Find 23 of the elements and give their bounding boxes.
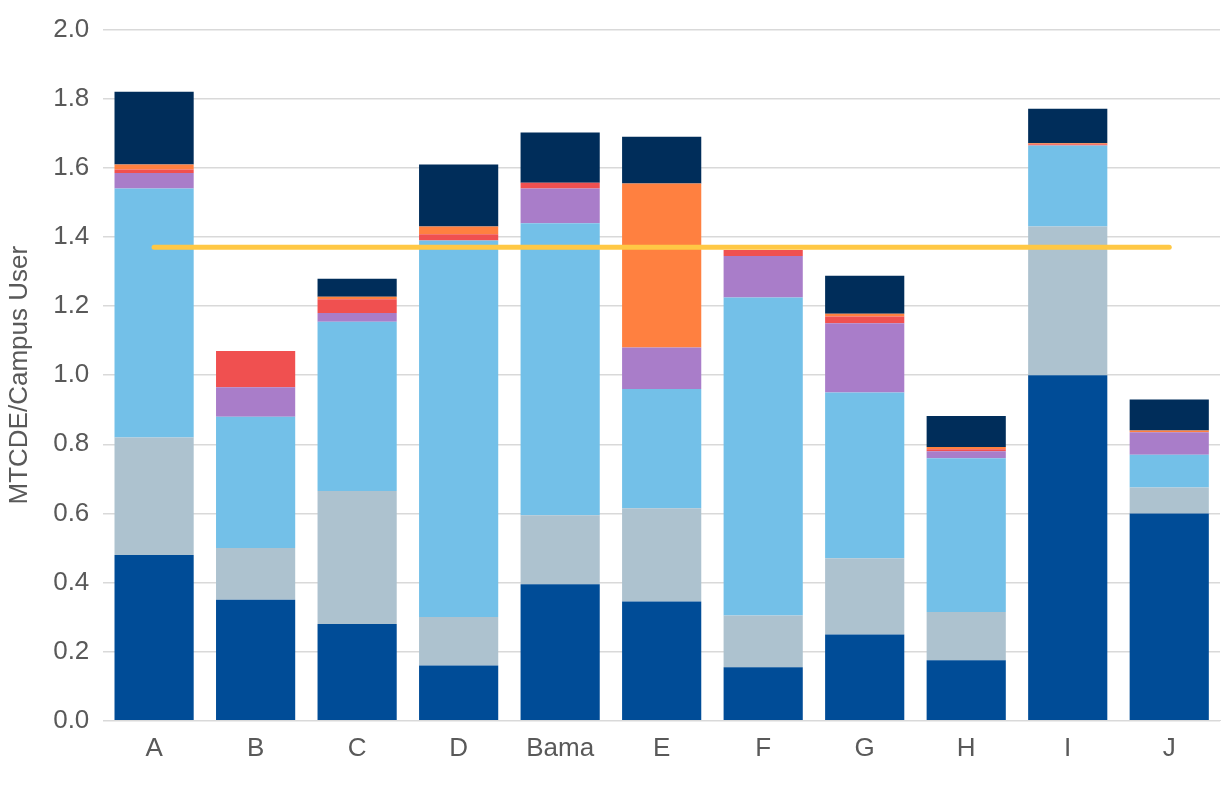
x-tick-label: H <box>956 731 976 762</box>
y-axis-title: MTCDE/Campus User <box>2 245 33 505</box>
x-tick-label: J <box>1162 731 1176 762</box>
y-tick-label: 0.4 <box>53 565 90 596</box>
x-tick-label: E <box>653 731 671 762</box>
x-tick-label: G <box>854 731 875 762</box>
y-tick-label: 0.6 <box>53 496 90 527</box>
x-tick-label: Bama <box>526 731 595 762</box>
y-tick-label: 2.0 <box>53 12 90 43</box>
y-tick-label: 0.2 <box>53 634 90 665</box>
x-tick-label: F <box>755 731 772 762</box>
x-tick-label: I <box>1064 731 1072 762</box>
y-tick-label: 0.0 <box>53 703 90 734</box>
x-tick-label: B <box>246 731 265 762</box>
y-tick-label: 0.8 <box>53 427 90 458</box>
y-tick-label: 1.6 <box>53 151 90 182</box>
y-tick-label: 1.0 <box>53 358 90 389</box>
y-tick-label: 1.2 <box>53 289 90 320</box>
y-tick-label: 1.8 <box>53 81 90 112</box>
x-tick-label: A <box>145 731 164 762</box>
y-tick-label: 1.4 <box>53 220 90 251</box>
x-tick-label: C <box>347 731 367 762</box>
x-tick-label: D <box>449 731 469 762</box>
